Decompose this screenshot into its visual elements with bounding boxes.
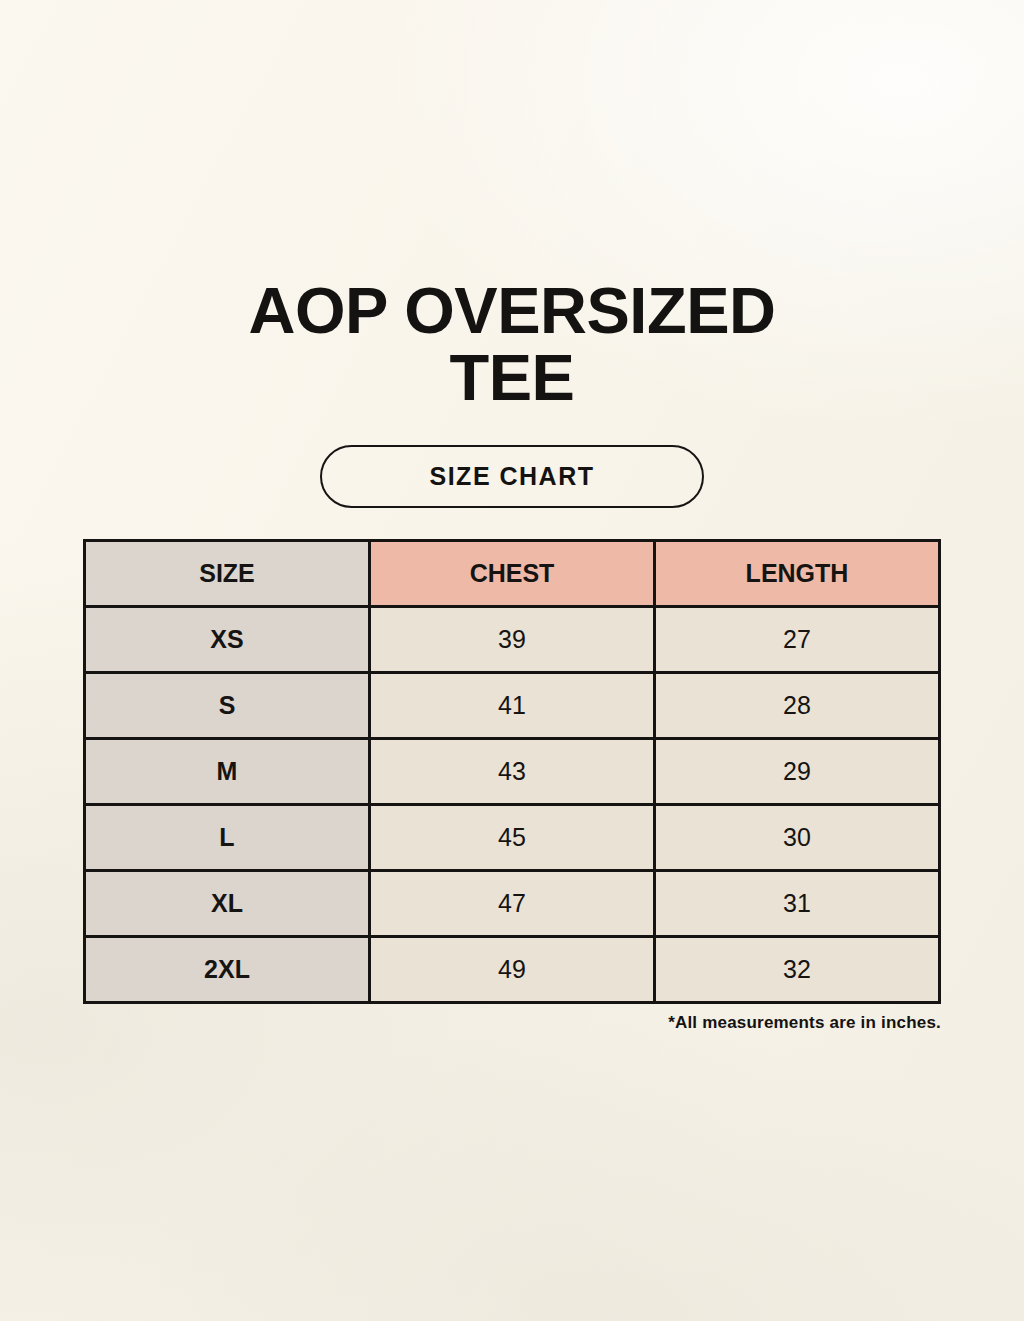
page-title-line2: TEE [450, 341, 575, 414]
cell-size: M [85, 738, 370, 804]
page-title-line1: AOP OVERSIZED [249, 274, 776, 347]
table-row: L 45 30 [85, 804, 940, 870]
cell-length: 27 [655, 606, 940, 672]
header-chest: CHEST [370, 540, 655, 606]
size-chart-button-label: SIZE CHART [430, 462, 595, 491]
cell-chest: 43 [370, 738, 655, 804]
cell-size: L [85, 804, 370, 870]
cell-size: XL [85, 870, 370, 936]
measurements-footnote: *All measurements are in inches. [83, 1013, 941, 1033]
cell-length: 30 [655, 804, 940, 870]
cell-length: 31 [655, 870, 940, 936]
cell-chest: 45 [370, 804, 655, 870]
size-chart-table: SIZE CHEST LENGTH XS 39 27 S 41 28 M [83, 539, 941, 1004]
cell-length: 29 [655, 738, 940, 804]
cell-chest: 47 [370, 870, 655, 936]
cell-size: 2XL [85, 936, 370, 1002]
table-row: 2XL 49 32 [85, 936, 940, 1002]
size-chart-table-container: SIZE CHEST LENGTH XS 39 27 S 41 28 M [83, 539, 941, 1004]
page-title: AOP OVERSIZED TEE [0, 278, 1024, 412]
header-length: LENGTH [655, 540, 940, 606]
cell-chest: 49 [370, 936, 655, 1002]
cell-chest: 39 [370, 606, 655, 672]
size-chart-button[interactable]: SIZE CHART [320, 445, 704, 508]
cell-size: S [85, 672, 370, 738]
table-row: XS 39 27 [85, 606, 940, 672]
table-row: M 43 29 [85, 738, 940, 804]
size-chart-page: AOP OVERSIZED TEE SIZE CHART SIZE CHEST … [0, 0, 1024, 1321]
cell-chest: 41 [370, 672, 655, 738]
cell-size: XS [85, 606, 370, 672]
table-header-row: SIZE CHEST LENGTH [85, 540, 940, 606]
table-row: XL 47 31 [85, 870, 940, 936]
header-size: SIZE [85, 540, 370, 606]
cell-length: 28 [655, 672, 940, 738]
cell-length: 32 [655, 936, 940, 1002]
table-row: S 41 28 [85, 672, 940, 738]
